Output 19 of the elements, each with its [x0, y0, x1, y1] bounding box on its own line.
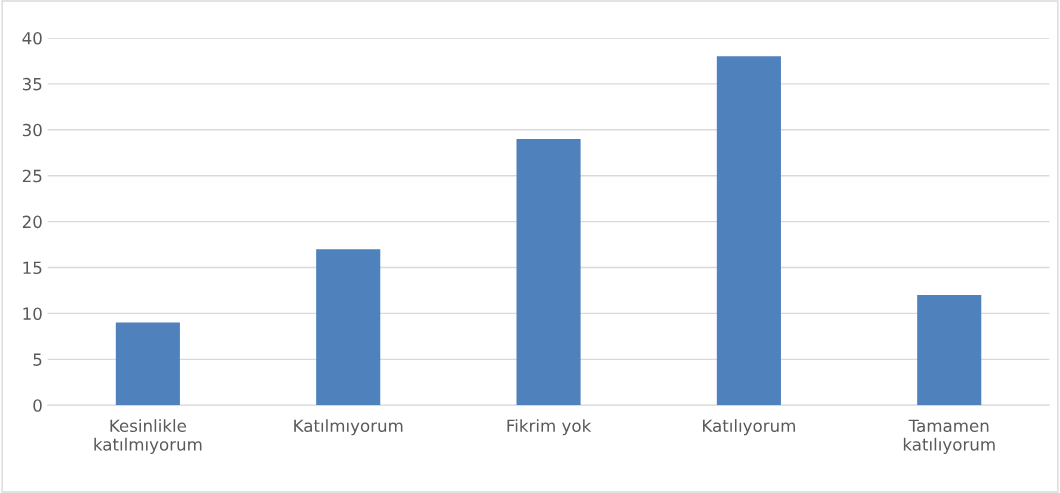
y-tick-label: 20 — [22, 215, 42, 229]
bar — [917, 295, 982, 406]
y-tick-label: 0 — [33, 399, 42, 412]
bar — [516, 138, 581, 406]
y-tick-label: 40 — [22, 31, 42, 45]
x-tick-label: Fikrim yok — [507, 419, 592, 436]
y-tick-label: 30 — [22, 123, 42, 137]
x-tick-label: Katılıyorum — [703, 419, 795, 436]
y-tick-label: 10 — [23, 307, 42, 320]
y-tick-label: 5 — [33, 353, 42, 366]
bar — [115, 322, 180, 406]
y-tick-label: 35 — [22, 77, 42, 91]
bar — [716, 56, 781, 406]
bar — [316, 249, 381, 406]
y-tick-label: 25 — [22, 169, 42, 183]
x-tick-label: Katılmıyorum — [294, 419, 403, 436]
y-tick-label: 15 — [23, 261, 42, 275]
x-tick-label: Tamamen katılıyorum — [903, 419, 995, 454]
x-tick-label: Kesinlikle katılmıyorum — [94, 419, 202, 454]
